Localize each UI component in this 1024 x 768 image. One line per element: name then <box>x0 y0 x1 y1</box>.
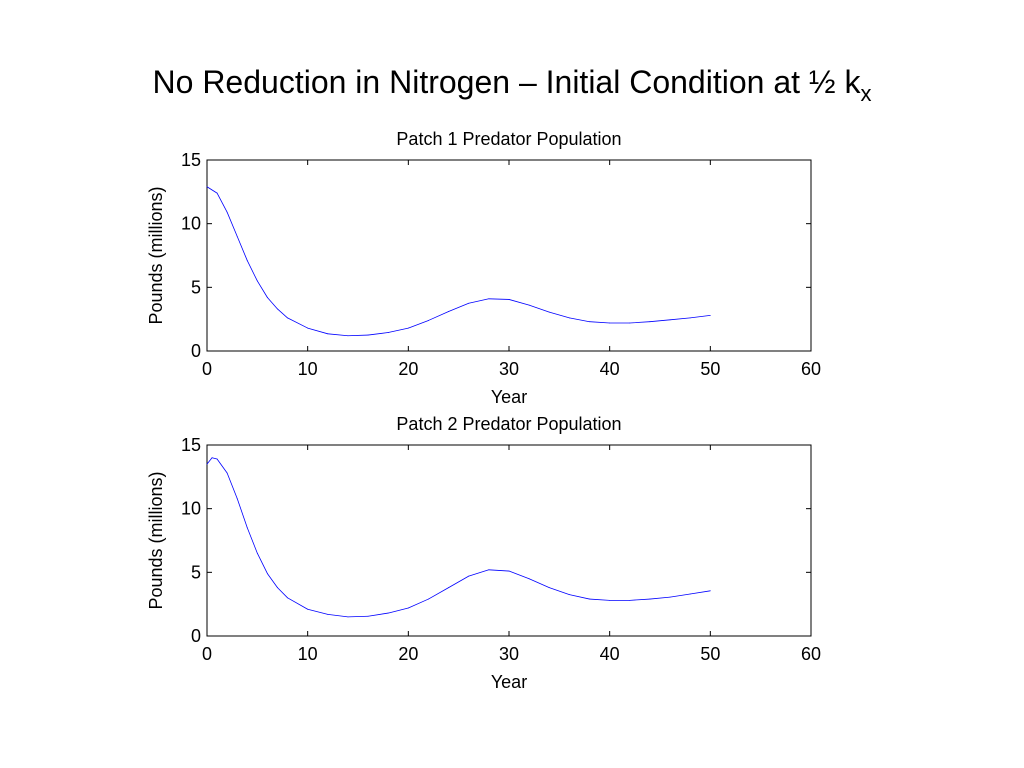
series-segment <box>488 569 510 572</box>
x-tick-label: 10 <box>298 644 318 664</box>
series-segment <box>689 590 711 595</box>
series-segment <box>367 332 389 336</box>
series-segment <box>236 235 248 261</box>
series-segment <box>669 317 691 321</box>
series-segment <box>669 593 691 598</box>
series-segment <box>287 317 309 329</box>
series-segment <box>629 321 651 324</box>
slide-title-text: No Reduction in Nitrogen – Initial Condi… <box>152 64 861 100</box>
subplot-1: 0 10 20 30 40 50 60 0 5 10 15 Patch 1 Predator Popu… <box>146 129 821 407</box>
series-segment <box>508 570 530 580</box>
x-tick-label: 60 <box>801 644 821 664</box>
series-segment <box>266 297 278 310</box>
subplot-title: Patch 2 Predator Population <box>396 414 621 434</box>
series-segment <box>327 613 349 618</box>
series-segment <box>277 308 288 319</box>
subplot-2: 0 10 20 30 40 50 60 0 5 10 15 Patch 2 Predator Popu… <box>146 414 821 692</box>
series-line-1 <box>206 457 711 618</box>
series-segment <box>407 320 429 329</box>
series-segment <box>277 587 288 599</box>
series-segment <box>589 321 611 324</box>
x-tick-label: 10 <box>298 359 318 379</box>
x-tick-label: 40 <box>600 644 620 664</box>
x-tick-label: 30 <box>499 359 519 379</box>
series-segment <box>649 596 671 600</box>
subplot-title: Patch 1 Predator Population <box>396 129 621 149</box>
series-segment <box>448 575 470 589</box>
series-segment <box>569 594 590 600</box>
y-tick-label: 15 <box>181 435 201 455</box>
y-tick-label: 15 <box>181 150 201 170</box>
series-segment <box>307 608 329 615</box>
x-axis-label: Year <box>491 672 527 692</box>
series-segment <box>226 472 238 499</box>
x-tick-label: 30 <box>499 644 519 664</box>
series-segment <box>206 186 218 194</box>
series-segment <box>468 298 490 304</box>
series-segment <box>629 598 651 601</box>
axes-frame <box>206 444 812 637</box>
series-segment <box>508 299 530 306</box>
y-tick-label: 0 <box>191 341 201 361</box>
series-segment <box>307 327 329 335</box>
series-segment <box>548 587 570 596</box>
x-tick-label: 0 <box>202 359 212 379</box>
series-segment <box>589 598 611 601</box>
x-tick-label: 20 <box>398 644 418 664</box>
series-segment <box>407 598 429 609</box>
series-segment <box>387 327 409 333</box>
series-segment <box>206 457 213 465</box>
series-segment <box>488 298 510 300</box>
axes-frame <box>206 159 812 352</box>
series-segment <box>649 319 671 323</box>
series-line-1 <box>206 186 711 337</box>
series-segment <box>428 311 450 321</box>
y-tick-label: 10 <box>181 499 201 519</box>
series-segment <box>211 457 218 460</box>
x-tick-label: 50 <box>700 644 720 664</box>
series-segment <box>448 302 470 312</box>
series-segment <box>569 317 590 323</box>
series-segment <box>246 260 258 282</box>
y-axis-label: Pounds (millions) <box>146 186 166 324</box>
series-segment <box>528 578 550 589</box>
x-tick-label: 40 <box>600 359 620 379</box>
series-segment <box>327 333 349 337</box>
x-tick-label: 0 <box>202 644 212 664</box>
series-segment <box>287 597 309 610</box>
slide-title: No Reduction in Nitrogen – Initial Condi… <box>0 62 1024 114</box>
series-segment <box>226 211 238 237</box>
series-segment <box>216 192 228 213</box>
series-segment <box>689 314 711 319</box>
series-segment <box>246 527 258 554</box>
y-axis-label: Pounds (millions) <box>146 471 166 609</box>
series-segment <box>236 498 248 529</box>
x-axis-label: Year <box>491 387 527 407</box>
slide-title-subscript: x <box>860 81 872 106</box>
y-tick-label: 0 <box>191 626 201 646</box>
series-segment <box>256 280 268 298</box>
series-segment <box>428 587 450 600</box>
series-segment <box>528 304 550 313</box>
x-tick-label: 50 <box>700 359 720 379</box>
y-tick-label: 5 <box>191 277 201 297</box>
series-segment <box>387 607 409 614</box>
series-segment <box>347 334 369 337</box>
series-segment <box>468 569 490 577</box>
series-segment <box>216 458 228 474</box>
series-segment <box>256 552 268 575</box>
series-segment <box>548 311 570 319</box>
series-segment <box>266 573 278 589</box>
series-segment <box>367 612 389 617</box>
series-segment <box>347 615 369 618</box>
y-tick-label: 10 <box>181 214 201 234</box>
y-tick-label: 5 <box>191 562 201 582</box>
x-tick-label: 20 <box>398 359 418 379</box>
x-tick-label: 60 <box>801 359 821 379</box>
